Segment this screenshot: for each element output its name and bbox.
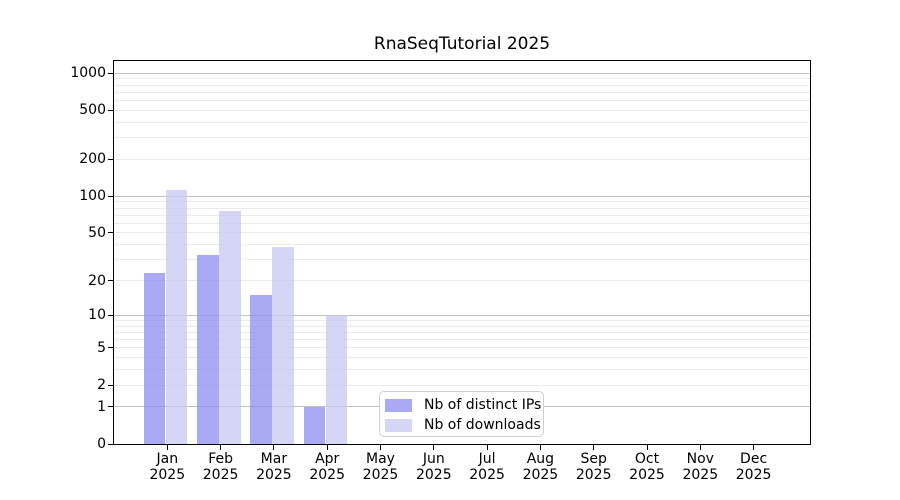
x-tick-mark <box>593 445 595 450</box>
x-tick-mark <box>699 445 701 450</box>
minor-gridline <box>114 319 810 321</box>
bar-mar-downloads <box>272 247 294 444</box>
legend: Nb of distinct IPs Nb of downloads <box>379 391 544 437</box>
y-tick-mark <box>108 195 114 197</box>
x-tick-label-aug: Aug 2025 <box>522 451 559 483</box>
minor-gridline <box>114 244 810 246</box>
y-tick-label: 2 <box>97 377 106 393</box>
bar-feb-distinct-ips <box>197 254 219 444</box>
minor-gridline <box>114 158 810 160</box>
minor-gridline <box>114 369 810 371</box>
y-tick-label: 50 <box>88 224 106 241</box>
minor-gridline <box>114 207 810 209</box>
y-tick-mark <box>108 347 114 349</box>
legend-swatch-downloads <box>385 418 412 432</box>
y-tick-label: 200 <box>79 151 106 168</box>
x-tick-label-apr: Apr 2025 <box>309 451 345 483</box>
x-tick-label-jun: Jun 2025 <box>415 451 452 483</box>
minor-gridline <box>114 357 810 359</box>
minor-gridline <box>114 331 810 333</box>
minor-gridline <box>114 222 810 224</box>
y-tick-mark <box>108 109 114 111</box>
minor-gridline <box>114 137 810 138</box>
y-tick-mark <box>108 443 114 445</box>
legend-label-distinct-ips: Nb of distinct IPs <box>424 397 542 413</box>
x-tick-mark <box>646 445 648 450</box>
minor-gridline <box>114 384 810 386</box>
y-tick-label: 100 <box>79 188 106 205</box>
minor-gridline <box>114 259 810 261</box>
y-tick-mark <box>108 406 114 408</box>
y-tick-label: 10 <box>88 307 106 324</box>
y-tick-label: 500 <box>79 102 106 119</box>
x-tick-label-jul: Jul 2025 <box>469 451 505 483</box>
y-tick-label: 0 <box>97 436 106 452</box>
x-tick-mark <box>166 445 168 450</box>
chart-title: RnaSeqTutorial 2025 <box>373 34 551 54</box>
x-tick-label-mar: Mar 2025 <box>256 451 292 483</box>
x-tick-label-oct: Oct 2025 <box>629 451 665 483</box>
y-tick-mark <box>108 384 114 386</box>
x-tick-mark <box>326 445 328 450</box>
bar-apr-downloads <box>325 315 348 444</box>
x-tick-mark <box>380 445 381 450</box>
x-tick-label-jan: Jan 2025 <box>149 451 186 483</box>
legend-label-downloads: Nb of downloads <box>424 417 541 433</box>
major-gridline <box>114 314 810 316</box>
minor-gridline <box>114 78 810 80</box>
legend-item-distinct-ips: Nb of distinct IPs <box>385 395 541 415</box>
x-tick-label-dec: Dec 2025 <box>735 451 772 483</box>
y-tick-label: 5 <box>97 339 106 356</box>
bar-jan-distinct-ips <box>143 273 166 444</box>
major-gridline <box>114 72 810 74</box>
grid-layer <box>114 61 810 444</box>
x-tick-mark <box>753 445 755 450</box>
bar-apr-distinct-ips <box>303 406 326 444</box>
minor-gridline <box>114 99 810 101</box>
x-tick-mark <box>539 445 541 450</box>
minor-gridline <box>114 121 810 123</box>
plot-area <box>113 60 811 445</box>
x-tick-label-nov: Nov 2025 <box>682 451 719 483</box>
legend-item-downloads: Nb of downloads <box>385 415 541 435</box>
y-tick-label: 1000 <box>70 65 106 81</box>
bar-jan-downloads <box>165 190 188 444</box>
y-tick-mark <box>108 314 114 316</box>
x-tick-mark <box>220 445 222 450</box>
legend-swatch-distinct-ips <box>385 398 412 412</box>
minor-gridline <box>114 232 810 234</box>
x-tick-mark <box>273 445 275 450</box>
minor-gridline <box>114 84 810 86</box>
y-tick-label: 1 <box>97 398 106 415</box>
x-tick-mark <box>486 445 488 450</box>
x-tick-label-may: May 2025 <box>362 451 399 483</box>
minor-gridline <box>114 347 810 349</box>
bar-mar-distinct-ips <box>250 295 273 444</box>
bar-layer <box>114 61 810 444</box>
y-tick-mark <box>108 72 114 74</box>
minor-gridline <box>114 325 810 327</box>
minor-gridline <box>114 214 810 216</box>
y-tick-label: 20 <box>88 272 106 289</box>
bar-feb-downloads <box>219 211 241 444</box>
minor-gridline <box>114 91 810 93</box>
minor-gridline <box>114 280 810 281</box>
x-tick-mark <box>433 445 435 450</box>
x-tick-label-sep: Sep 2025 <box>575 451 612 483</box>
y-tick-mark <box>108 232 114 234</box>
major-gridline <box>114 195 810 197</box>
x-tick-label-feb: Feb 2025 <box>202 451 239 483</box>
y-tick-mark <box>108 280 114 281</box>
y-tick-mark <box>108 158 114 160</box>
minor-gridline <box>114 109 810 111</box>
minor-gridline <box>114 339 810 340</box>
minor-gridline <box>114 201 810 203</box>
